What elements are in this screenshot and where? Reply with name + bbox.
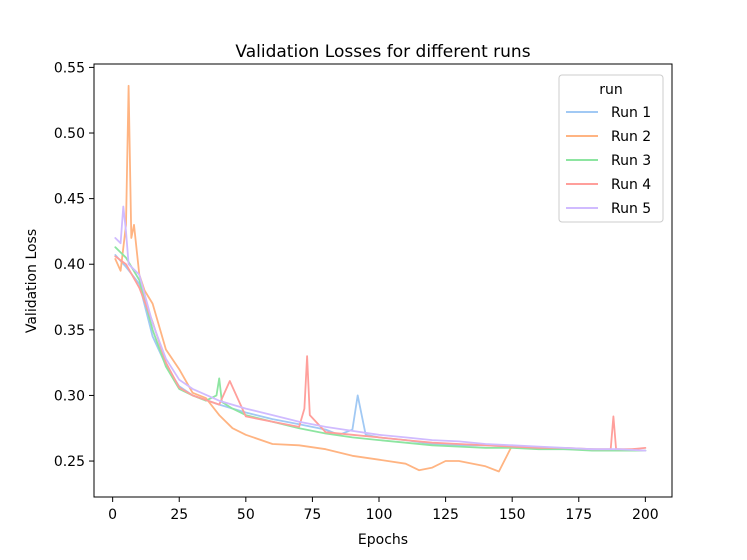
y-tick-label: 0.30	[54, 388, 85, 404]
legend-title: run	[599, 82, 623, 98]
x-tick-label: 75	[304, 507, 322, 523]
legend-label-run-2: Run 2	[611, 129, 651, 145]
x-tick-label: 0	[108, 507, 117, 523]
y-tick-label: 0.50	[54, 126, 85, 142]
y-tick-label: 0.35	[54, 323, 85, 339]
series-line-run-2	[114, 84, 514, 473]
y-tick-label: 0.40	[54, 257, 85, 273]
y-axis-ticks: 0.25 0.30 0.35 0.40 0.45 0.50 0.55	[54, 60, 94, 470]
legend-items: Run 1 Run 2 Run 3 Run 4 Run 5	[566, 105, 651, 217]
x-axis-label: Epochs	[358, 532, 408, 548]
chart-title: Validation Losses for different runs	[235, 42, 530, 62]
series-line-run-5	[114, 205, 647, 452]
legend-label-run-1: Run 1	[611, 105, 651, 121]
x-tick-label: 200	[632, 507, 659, 523]
y-tick-label: 0.25	[54, 454, 85, 470]
legend: run Run 1 Run 2 Run 3 Run 4 Run 5	[558, 74, 664, 223]
x-tick-label: 150	[499, 507, 526, 523]
legend-label-run-4: Run 4	[611, 177, 651, 193]
legend-label-run-5: Run 5	[611, 201, 651, 217]
y-tick-label: 0.55	[54, 60, 85, 76]
y-tick-label: 0.45	[54, 192, 85, 208]
x-tick-label: 25	[170, 507, 188, 523]
x-tick-label: 100	[366, 507, 393, 523]
plot-frame	[93, 63, 673, 498]
y-axis-label: Validation Loss	[24, 229, 40, 333]
series-layer	[114, 84, 647, 473]
legend-label-run-3: Run 3	[611, 153, 651, 169]
x-tick-label: 125	[432, 507, 459, 523]
x-axis-ticks: 0 25 50 75 100 125 150 175 200	[108, 497, 659, 523]
x-tick-label: 175	[565, 507, 592, 523]
x-tick-label: 50	[237, 507, 255, 523]
